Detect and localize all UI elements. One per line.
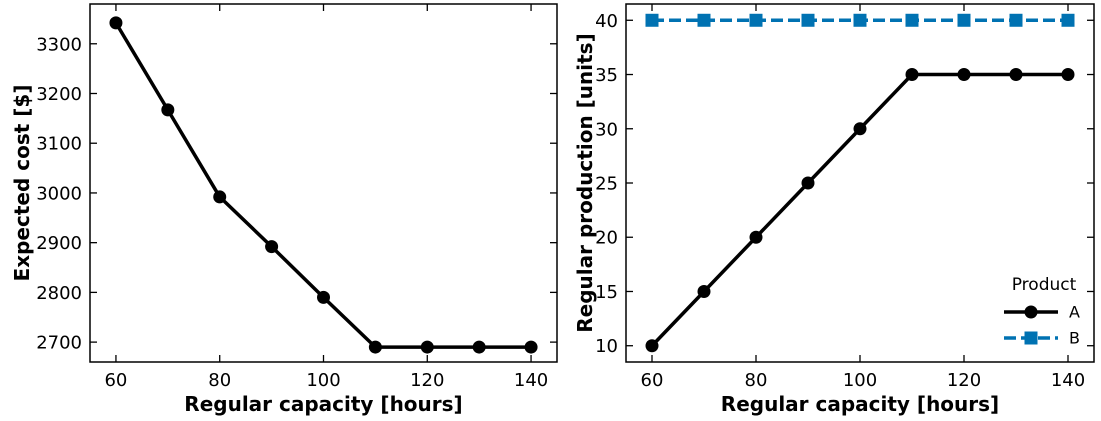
data-point (472, 340, 486, 354)
legend-marker (1024, 305, 1038, 319)
data-point (905, 13, 919, 27)
data-point (801, 176, 815, 190)
data-point (645, 339, 659, 353)
data-point (905, 68, 919, 82)
x-tick-label: 60 (641, 370, 664, 391)
plot-frame (89, 3, 558, 363)
legend-title: Product (1012, 275, 1077, 295)
y-tick-label: 10 (595, 336, 618, 357)
series-line-a (650, 72, 1068, 347)
x-axis-title: Regular capacity [hours] (721, 392, 999, 416)
data-point (957, 68, 971, 82)
x-tick-label: 140 (1051, 370, 1085, 391)
data-point (1009, 68, 1023, 82)
data-point (109, 16, 123, 30)
data-point (317, 290, 330, 304)
data-point (368, 340, 382, 354)
y-tick-label: 25 (595, 174, 618, 195)
y-tick-label: 3200 (36, 84, 82, 105)
cost-chart: 60 80 100 120 140 2700 2800 2900 3000 3100 3200 330… (10, 3, 558, 416)
x-tick-label: 100 (843, 370, 877, 391)
y-tick-label: 30 (595, 119, 618, 140)
data-point (749, 13, 763, 27)
y-tick-label: 2700 (36, 333, 82, 354)
y-tick-label: 3100 (36, 134, 82, 155)
y-tick-label: 2800 (36, 283, 82, 304)
x-tick-label: 100 (306, 370, 340, 391)
y-axis-title: Expected cost [$] (10, 85, 34, 282)
y-tick-label: 2900 (36, 233, 82, 254)
data-point (213, 190, 227, 204)
data-point (697, 284, 711, 298)
data-point (801, 13, 815, 27)
data-point (853, 13, 867, 27)
x-tick-label: 80 (208, 370, 231, 391)
x-tick-label: 120 (947, 370, 981, 391)
data-point (645, 13, 659, 27)
production-chart: 60 80 100 120 140 10 15 20 25 30 35 40 Regular capac… (573, 3, 1095, 416)
data-point (697, 13, 711, 27)
plot-frame (625, 3, 1095, 363)
legend-marker (1024, 331, 1038, 345)
data-point (420, 340, 434, 354)
y-tick-label: 35 (595, 65, 618, 86)
legend-label: A (1069, 303, 1080, 322)
y-tick-label: 3000 (36, 183, 82, 204)
data-point (1061, 13, 1075, 27)
legend-label: B (1069, 329, 1080, 348)
y-tick-label: 3300 (36, 34, 82, 55)
data-point (749, 230, 763, 244)
data-point (957, 13, 971, 27)
y-tick-label: 20 (595, 228, 618, 249)
x-axis-title: Regular capacity [hours] (184, 392, 462, 416)
y-tick-label: 40 (595, 11, 618, 32)
y-tick-label: 15 (595, 282, 618, 303)
data-point (853, 122, 867, 136)
data-point (265, 240, 279, 254)
data-point (1061, 68, 1075, 82)
x-tick-label: 120 (410, 370, 444, 391)
data-point (1009, 13, 1023, 27)
x-tick-label: 60 (104, 370, 127, 391)
x-tick-label: 80 (745, 370, 768, 391)
data-point (161, 103, 175, 117)
y-axis-title: Regular production [units] (573, 33, 597, 332)
x-tick-label: 140 (514, 370, 548, 391)
data-point (524, 340, 538, 354)
